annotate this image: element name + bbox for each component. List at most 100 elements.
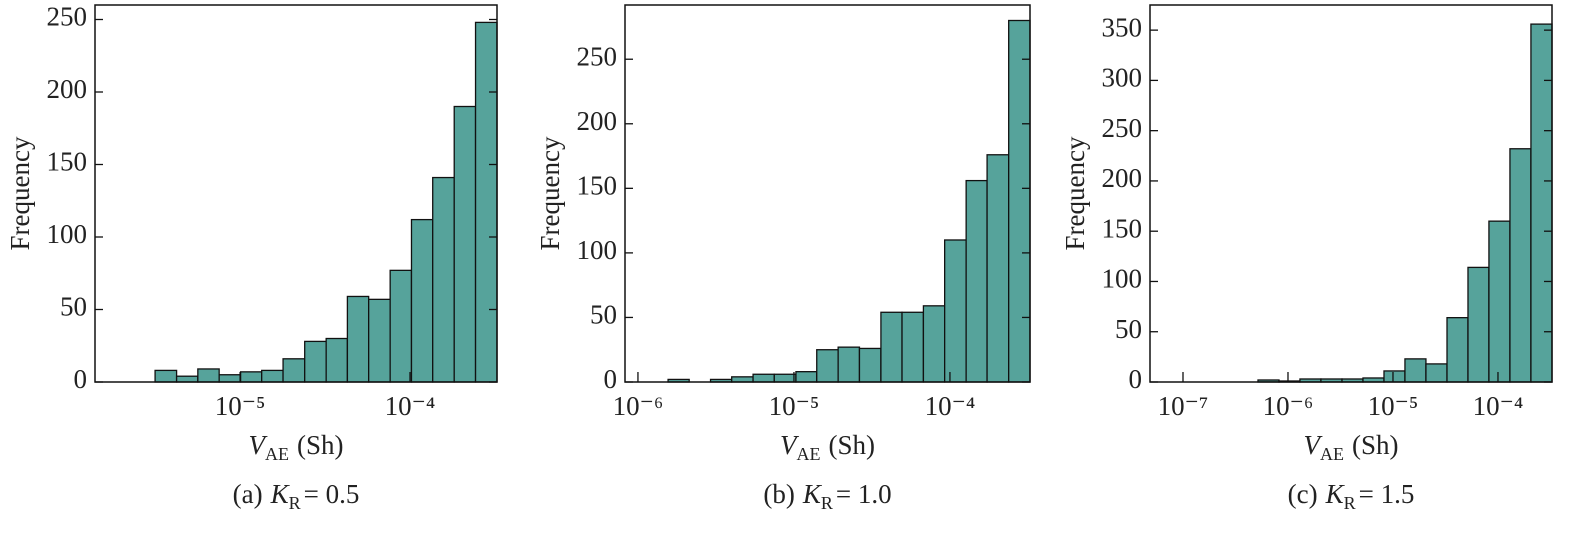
y-tick-label: 0 <box>604 364 618 394</box>
x-label-symbol: V <box>249 430 269 460</box>
x-label-subscript: AE <box>797 444 821 464</box>
x-label-subscript: AE <box>1320 444 1344 464</box>
y-tick-label: 50 <box>60 292 87 322</box>
histogram-bar <box>752 373 775 383</box>
histogram-bar <box>175 375 199 383</box>
histogram-bar <box>858 347 882 383</box>
histogram-bar <box>453 105 477 383</box>
histogram-bar <box>1509 148 1532 383</box>
histogram-bar <box>986 154 1010 383</box>
plot-frame <box>94 4 498 383</box>
caption-label: (c) <box>1288 479 1318 509</box>
histogram-bar <box>1425 363 1448 383</box>
histogram-bar <box>346 295 370 383</box>
y-tick-label: 0 <box>74 364 88 394</box>
histogram-bar <box>837 346 861 383</box>
histogram-bar <box>731 376 754 383</box>
y-tick-label: 0 <box>1129 364 1143 394</box>
x-axis-label: VAE (Sh) <box>780 430 875 464</box>
x-tick-label: 10⁻⁵ <box>215 391 266 421</box>
histogram-bar <box>239 371 263 383</box>
y-tick-label: 200 <box>47 74 88 104</box>
histogram-bar <box>944 239 967 383</box>
histogram-bar <box>432 176 455 383</box>
histogram-bar <box>1488 220 1511 383</box>
histogram-bar <box>218 374 242 383</box>
panel: 0 50 100 150 200 250 10⁻⁵ 10⁻⁴ Frequency VAE (Sh) (… <box>5 2 498 513</box>
y-tick-label: 50 <box>590 300 617 330</box>
caption: (c) KR = 1.5 <box>1288 479 1415 513</box>
panel: 0 50 100 150 200 250 300 350 10⁻⁷ 10⁻⁶ 10⁻⁵ 10⁻⁴ Fre… <box>1060 4 1553 513</box>
caption-label: (b) <box>763 479 794 509</box>
histogram-bar <box>304 340 327 383</box>
y-tick-label: 300 <box>1102 63 1143 93</box>
histogram-bar <box>816 349 839 383</box>
x-label-subscript: AE <box>265 444 289 464</box>
x-tick-label: 10⁻⁴ <box>385 391 436 421</box>
y-tick-label: 100 <box>577 235 618 265</box>
y-tick-label: 150 <box>577 171 618 201</box>
y-axis-label: Frequency <box>5 136 35 250</box>
histogram-bar <box>282 358 306 383</box>
y-tick-label: 150 <box>47 147 88 177</box>
x-axis-label: VAE (Sh) <box>249 430 344 464</box>
x-label-unit: (Sh) <box>829 430 876 460</box>
histogram-bar <box>154 369 178 383</box>
histogram-bar <box>197 368 220 383</box>
x-tick-label: 10⁻⁷ <box>1158 391 1209 421</box>
histogram-bar <box>795 371 818 383</box>
plot-frame <box>624 4 1031 383</box>
histogram-bar <box>965 179 988 383</box>
histogram-bar <box>1008 19 1031 383</box>
y-tick-label: 350 <box>1102 12 1143 42</box>
y-axis-label: Frequency <box>535 136 565 250</box>
histogram-bar <box>1383 370 1406 383</box>
x-label-symbol: V <box>780 430 800 460</box>
x-tick-label: 10⁻⁵ <box>769 391 820 421</box>
histogram-bar <box>410 218 434 383</box>
x-label-unit: (Sh) <box>1352 430 1399 460</box>
histogram-bar <box>261 369 284 383</box>
histogram-bar <box>474 21 498 383</box>
y-tick-label: 200 <box>1102 163 1143 193</box>
y-axis-label: Frequency <box>1060 136 1090 250</box>
y-tick-label: 200 <box>577 106 618 136</box>
plot-frame <box>1149 4 1553 383</box>
x-tick-label: 10⁻⁵ <box>1368 391 1419 421</box>
histogram-bar <box>1404 358 1427 383</box>
caption-symbol: K <box>270 479 291 509</box>
y-tick-label: 100 <box>1102 264 1143 294</box>
caption-value: = 1.0 <box>836 479 892 509</box>
y-tick-label: 250 <box>1102 113 1143 143</box>
y-tick-label: 250 <box>577 41 618 71</box>
histogram-bar <box>880 311 903 383</box>
histogram-bar <box>901 311 925 383</box>
x-axis-label: VAE (Sh) <box>1304 430 1399 464</box>
y-tick-label: 100 <box>47 219 88 249</box>
x-tick-label: 10⁻⁶ <box>613 391 664 421</box>
histogram-bar <box>325 337 349 383</box>
histogram-bar <box>922 305 946 383</box>
x-label-symbol: V <box>1304 430 1324 460</box>
caption: (b) KR = 1.0 <box>763 479 891 513</box>
histogram-bar <box>389 269 413 383</box>
caption-value: = 1.5 <box>1359 479 1415 509</box>
caption-value: = 0.5 <box>304 479 360 509</box>
caption: (a) KR = 0.5 <box>233 479 360 513</box>
caption-label: (a) <box>233 479 263 509</box>
y-tick-label: 250 <box>47 2 88 32</box>
caption-subscript: R <box>1344 493 1356 513</box>
x-tick-label: 10⁻⁴ <box>1473 391 1524 421</box>
caption-subscript: R <box>821 493 833 513</box>
y-tick-label: 50 <box>1115 314 1142 344</box>
histogram-bar <box>1530 23 1553 383</box>
x-tick-label: 10⁻⁴ <box>925 391 976 421</box>
histogram-bar <box>1446 317 1469 383</box>
x-tick-label: 10⁻⁶ <box>1263 391 1314 421</box>
histogram-bar <box>773 373 797 383</box>
caption-subscript: R <box>289 493 301 513</box>
x-label-unit: (Sh) <box>297 430 344 460</box>
y-tick-label: 150 <box>1102 213 1143 243</box>
